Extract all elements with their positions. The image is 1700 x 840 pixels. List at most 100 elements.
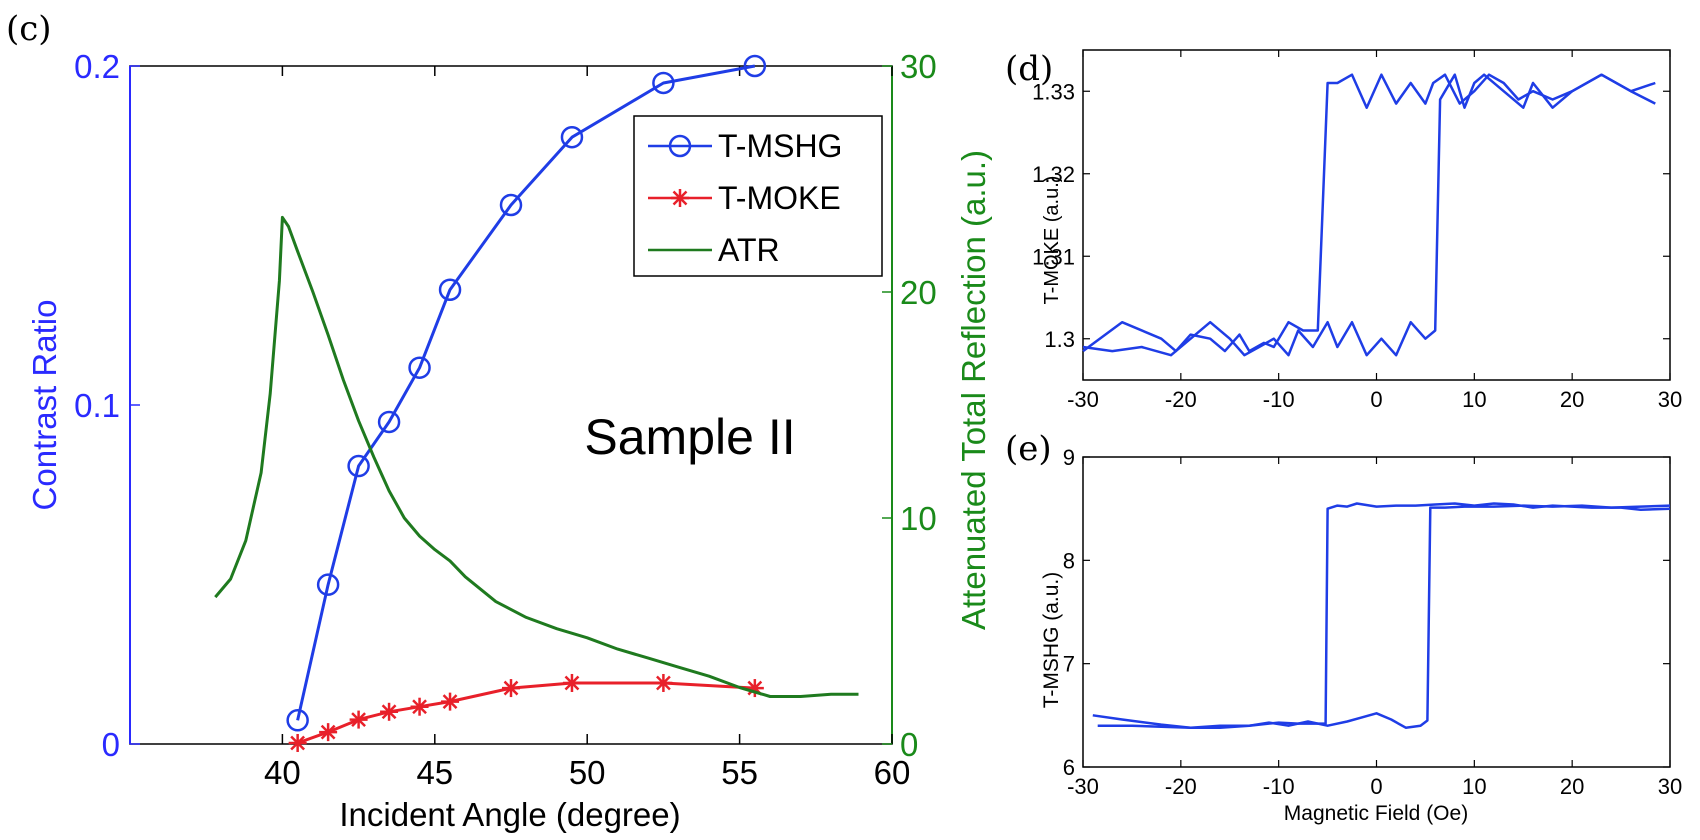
data-point-t-mshg bbox=[499, 193, 523, 217]
x-tick-label: 20 bbox=[1560, 774, 1584, 799]
hysteresis-branch-1 bbox=[1082, 73, 1656, 353]
data-point-t-moke bbox=[502, 679, 520, 698]
panel-e-y-label: T-MSHG (a.u.) bbox=[1040, 572, 1063, 709]
x-tick-label: 10 bbox=[1462, 774, 1486, 799]
x-tick-label: -10 bbox=[1263, 387, 1295, 412]
hysteresis-branch-2 bbox=[1082, 73, 1656, 357]
panel-e-frame bbox=[1082, 456, 1671, 768]
x-tick-label: -30 bbox=[1067, 387, 1099, 412]
left-y-tick-label: 0 bbox=[102, 726, 120, 763]
panel-c-left-y-label: Contrast Ratio bbox=[26, 300, 63, 511]
x-tick-label: 60 bbox=[874, 754, 911, 791]
x-tick-label: -10 bbox=[1263, 774, 1295, 799]
data-point-t-mshg bbox=[286, 709, 309, 732]
panel-d-letter: (d) bbox=[1005, 49, 1053, 89]
x-tick-label: 0 bbox=[1370, 387, 1382, 412]
right-y-tick-label: 10 bbox=[900, 500, 937, 537]
legend-item-atr: ATR bbox=[648, 232, 780, 268]
y-tick-label: 1.33 bbox=[1032, 79, 1075, 104]
right-y-tick-label: 20 bbox=[900, 274, 937, 311]
legend-label-tmshg: T-MSHG bbox=[718, 128, 842, 164]
panel-d-y-label: T-MOKE (a.u.) bbox=[1041, 176, 1063, 305]
data-point-t-mshg bbox=[347, 454, 370, 478]
x-tick-label: 30 bbox=[1658, 387, 1682, 412]
asterisk-stroke bbox=[656, 675, 671, 691]
asterisk-stroke bbox=[503, 680, 519, 696]
data-point-t-moke bbox=[745, 679, 764, 698]
y-tick-label: 7 bbox=[1063, 652, 1075, 677]
panel-c-left-ticks: 0 0.1 0.2 bbox=[74, 48, 140, 763]
series-line-atr bbox=[214, 215, 859, 698]
legend-item-tmoke: T-MOKE bbox=[648, 180, 841, 216]
panel-d: (d) -30 -20 -10 0 10 20 30 1.3 1.31 1.32 1.33 T-M… bbox=[1005, 49, 1682, 412]
panel-e-series bbox=[1092, 502, 1671, 729]
legend: T-MSHG T-MOKE ATR bbox=[633, 115, 883, 277]
left-y-tick-label: 0.1 bbox=[74, 387, 120, 424]
x-tick-label: 10 bbox=[1462, 387, 1486, 412]
panel-c-x-ticks: 40 45 50 55 60 bbox=[264, 66, 910, 791]
data-point-t-mshg bbox=[652, 71, 675, 95]
x-tick-label: -20 bbox=[1165, 387, 1197, 412]
panel-e-x-label: Magnetic Field (Oe) bbox=[1284, 802, 1468, 825]
hysteresis-branch-2 bbox=[1097, 504, 1671, 729]
x-tick-label: 40 bbox=[264, 754, 301, 791]
y-tick-label: 1.31 bbox=[1032, 244, 1075, 269]
asterisk-stroke bbox=[381, 704, 397, 720]
asterisk-stroke bbox=[564, 675, 580, 691]
y-tick-label: 8 bbox=[1063, 548, 1075, 573]
data-point-t-mshg bbox=[438, 278, 462, 301]
data-point-t-mshg bbox=[377, 410, 401, 434]
panel-e: (e) -30 -20 -10 0 10 20 30 6 7 8 9 Magnetic Field… bbox=[1005, 429, 1682, 825]
asterisk-stroke bbox=[320, 724, 336, 740]
panel-c: (c) 40 45 50 55 60 0 0.1 0.2 0 10 20 30 Incident … bbox=[6, 9, 992, 833]
data-point-t-mshg bbox=[408, 356, 431, 379]
data-point-t-moke bbox=[410, 697, 429, 716]
legend-label-tmoke: T-MOKE bbox=[718, 180, 841, 216]
asterisk-stroke bbox=[351, 712, 366, 727]
asterisk-stroke bbox=[747, 680, 763, 696]
data-point-t-moke bbox=[319, 723, 338, 742]
x-tick-label: 0 bbox=[1370, 774, 1382, 799]
panel-e-x-ticks: -30 -20 -10 0 10 20 30 bbox=[1067, 457, 1682, 799]
legend-item-tmshg: T-MSHG bbox=[648, 128, 842, 164]
asterisk-stroke bbox=[290, 735, 306, 751]
x-tick-label: 30 bbox=[1658, 774, 1682, 799]
data-point-t-moke bbox=[349, 710, 368, 729]
circle-marker-icon bbox=[668, 134, 692, 158]
panel-d-series bbox=[1082, 73, 1656, 357]
x-tick-label: 55 bbox=[721, 754, 758, 791]
panel-d-frame bbox=[1082, 49, 1671, 381]
y-tick-label: 9 bbox=[1063, 445, 1075, 470]
legend-label-atr: ATR bbox=[718, 232, 780, 268]
data-point-t-moke bbox=[380, 702, 399, 721]
series-line-t-mshg bbox=[296, 64, 756, 721]
panel-c-x-label: Incident Angle (degree) bbox=[339, 796, 680, 833]
panel-c-right-ticks: 0 10 20 30 bbox=[882, 48, 937, 763]
panel-e-y-ticks: 6 7 8 9 bbox=[1063, 445, 1670, 780]
panel-e-letter: (e) bbox=[1005, 429, 1052, 469]
panel-c-series bbox=[214, 54, 859, 752]
data-point-t-moke bbox=[288, 733, 307, 752]
x-tick-label: 45 bbox=[416, 754, 453, 791]
asterisk-stroke bbox=[412, 699, 427, 715]
x-tick-label: -30 bbox=[1067, 774, 1099, 799]
data-point-t-mshg bbox=[560, 125, 584, 149]
hysteresis-branch-1 bbox=[1092, 502, 1671, 729]
data-point-t-moke bbox=[654, 673, 673, 692]
x-tick-label: 20 bbox=[1560, 387, 1584, 412]
panel-c-right-y-label: Attenuated Total Reflection (a.u.) bbox=[955, 150, 992, 630]
sample-annotation: Sample II bbox=[584, 409, 795, 465]
asterisk-marker-icon bbox=[671, 189, 689, 207]
y-tick-label: 1.32 bbox=[1032, 162, 1075, 187]
data-point-t-mshg bbox=[316, 573, 340, 596]
right-y-tick-label: 0 bbox=[900, 726, 918, 763]
data-point-t-moke bbox=[441, 692, 460, 711]
series-line-t-moke bbox=[297, 681, 755, 745]
data-point-t-moke bbox=[562, 673, 581, 692]
asterisk-stroke bbox=[442, 694, 458, 710]
panel-d-y-ticks: 1.3 1.31 1.32 1.33 bbox=[1032, 79, 1670, 352]
left-y-tick-label: 0.2 bbox=[74, 48, 120, 85]
x-tick-label: 50 bbox=[569, 754, 606, 791]
right-y-tick-label: 30 bbox=[900, 48, 937, 85]
